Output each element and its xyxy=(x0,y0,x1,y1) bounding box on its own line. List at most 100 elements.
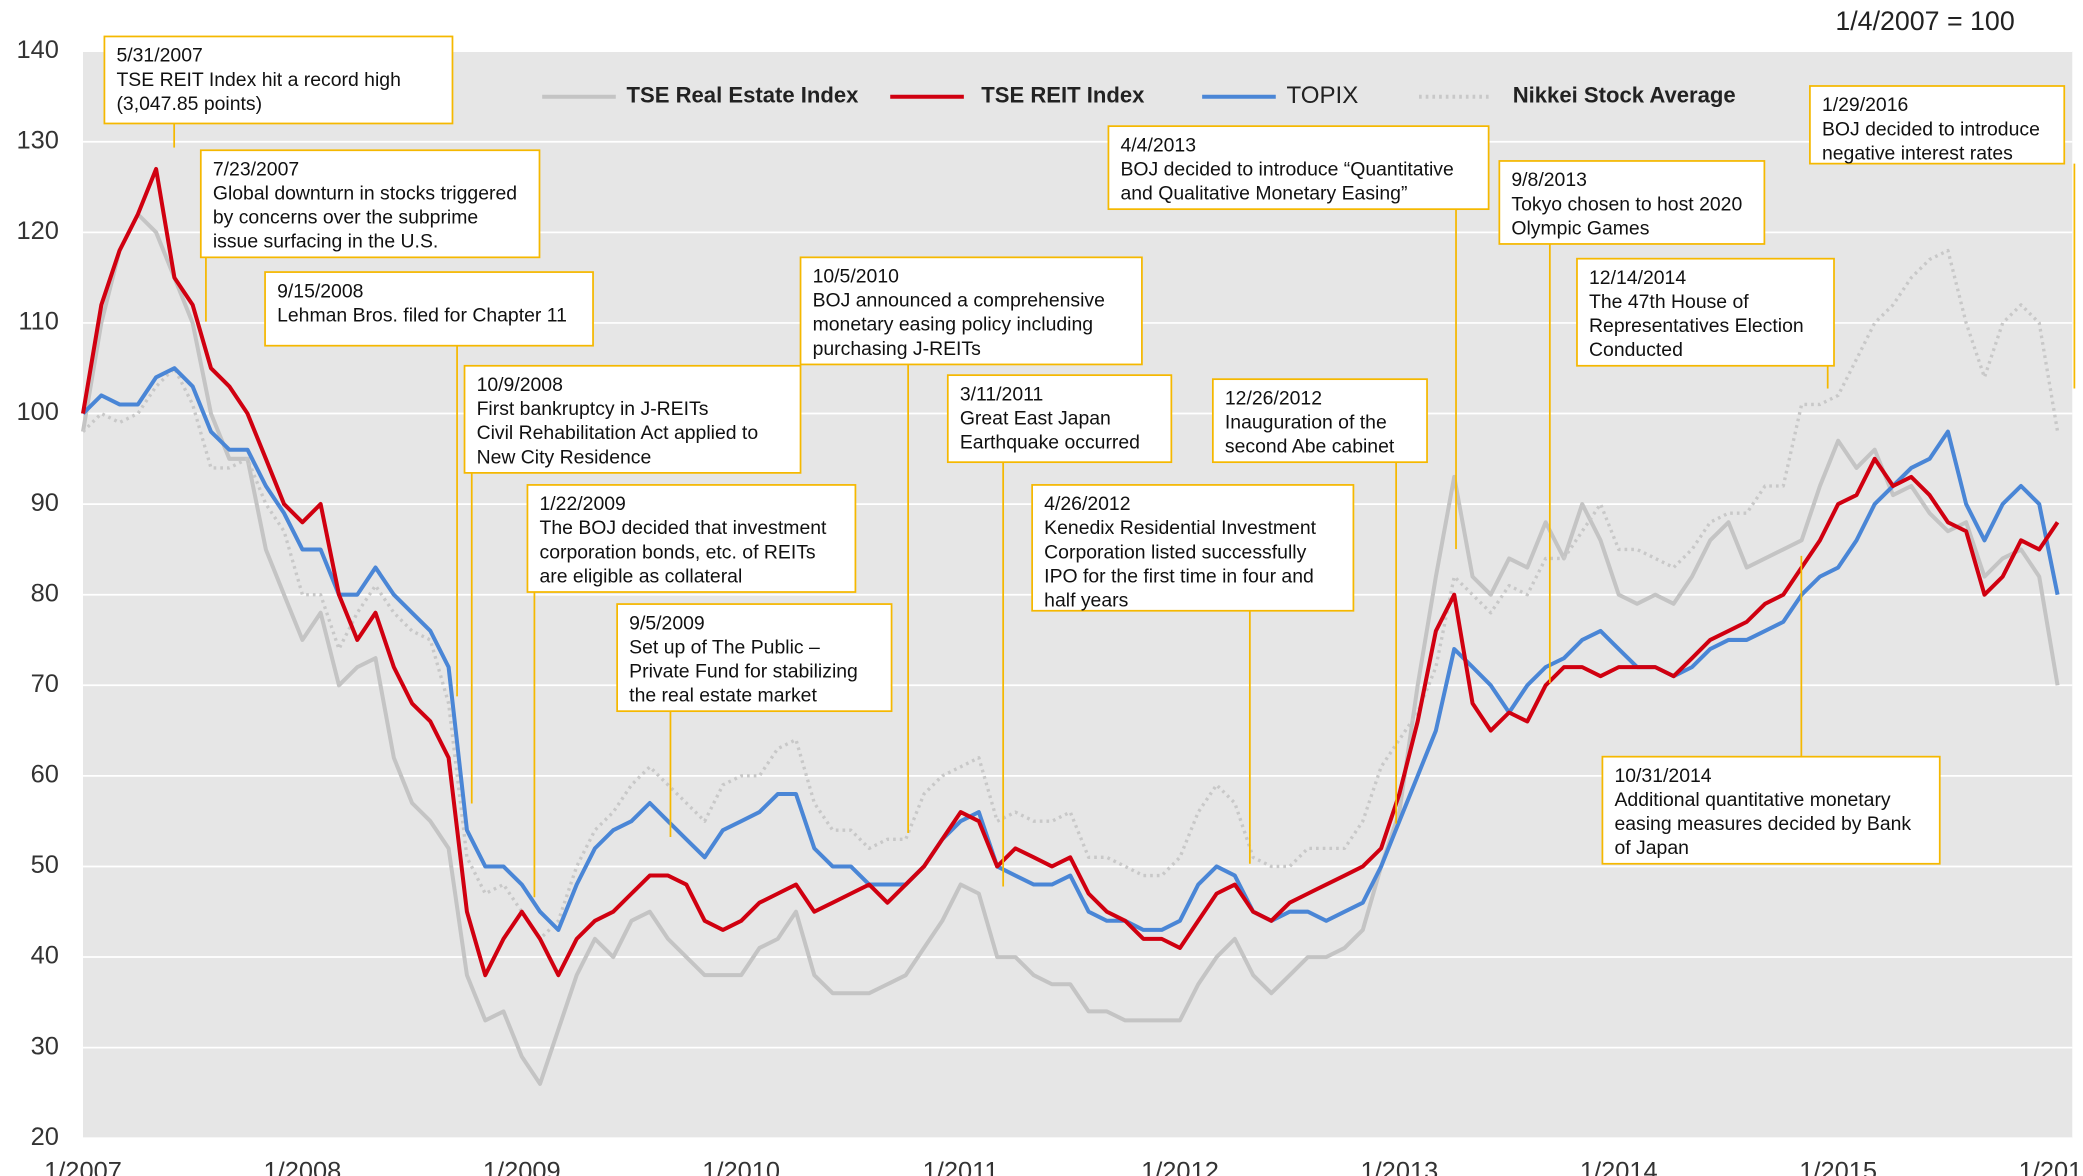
annotation-box xyxy=(1576,257,1835,367)
annotation-date: 7/23/2007 xyxy=(213,158,299,180)
annotation-date: 10/5/2010 xyxy=(813,266,900,288)
legend-label: Nikkei Stock Average xyxy=(1513,83,1736,108)
annotation-text: First bankruptcy in J-REITs xyxy=(477,398,709,420)
annotation-text: Corporation listed successfully xyxy=(1044,541,1306,563)
y-tick-label: 140 xyxy=(16,36,58,64)
annotation-text: Tokyo chosen to host 2020 xyxy=(1511,193,1742,215)
annotation-text: second Abe cabinet xyxy=(1225,436,1395,458)
annotation-text: Inauguration of the xyxy=(1225,411,1387,433)
x-tick-label: 1/2008 xyxy=(264,1158,342,1176)
legend-label: TSE Real Estate Index xyxy=(627,83,860,108)
annotation-date: 5/31/2007 xyxy=(116,45,202,67)
annotation-text: BOJ announced a comprehensive xyxy=(813,290,1105,312)
annotation-text: Global downturn in stocks triggered xyxy=(213,183,517,205)
annotation-box xyxy=(799,256,1143,366)
y-tick-label: 60 xyxy=(31,761,59,789)
annotation-box xyxy=(1031,484,1355,612)
annotation-text: Set up of The Public – xyxy=(629,636,820,658)
annotation-text: Additional quantitative monetary xyxy=(1614,789,1890,811)
annotation-text: of Japan xyxy=(1614,837,1688,859)
y-tick-label: 100 xyxy=(16,398,58,426)
annotation-text: Private Fund for stabilizing xyxy=(629,660,858,682)
annotation-date: 4/26/2012 xyxy=(1044,493,1130,515)
annotation-text: TSE REIT Index hit a record high xyxy=(116,69,400,91)
series-line xyxy=(81,366,2060,932)
annotation-text: Lehman Bros. filed for Chapter 11 xyxy=(277,304,567,326)
annotation-date: 4/4/2013 xyxy=(1120,134,1196,156)
annotation-text: easing measures decided by Bank xyxy=(1614,813,1911,835)
annotation-text: Great East Japan xyxy=(960,407,1111,429)
x-tick-label: 1/2016 xyxy=(2019,1158,2083,1176)
x-tick-label: 1/2011 xyxy=(923,1158,999,1176)
annotation-text: New City Residence xyxy=(477,446,652,468)
annotation-date: 9/8/2013 xyxy=(1511,169,1587,191)
annotation-text: (3,047.85 points) xyxy=(116,93,262,115)
y-tick-label: 110 xyxy=(18,308,59,336)
y-tick-label: 30 xyxy=(31,1032,59,1060)
annotation-text: BOJ decided to introduce xyxy=(1822,118,2040,140)
x-tick-label: 1/2014 xyxy=(1580,1158,1658,1176)
annotation-text: Civil Rehabilitation Act applied to xyxy=(477,422,759,444)
x-tick-label: 1/2015 xyxy=(1799,1158,1877,1176)
y-tick-label: 80 xyxy=(31,579,59,607)
annotation-text: issue surfacing in the U.S. xyxy=(213,231,438,253)
annotation-date: 10/9/2008 xyxy=(477,374,563,396)
annotation-text: Earthquake occurred xyxy=(960,432,1140,454)
annotation-text: purchasing J-REITs xyxy=(813,338,981,360)
annotation-box xyxy=(103,35,454,125)
y-tick-label: 120 xyxy=(16,217,58,245)
y-tick-label: 40 xyxy=(31,942,59,970)
annotation-date: 9/15/2008 xyxy=(277,280,363,302)
annotation-text: monetary easing policy including xyxy=(813,314,1093,336)
y-tick-label: 20 xyxy=(31,1123,59,1151)
annotation-text: Olympic Games xyxy=(1511,217,1649,239)
annotation-date: 3/11/2011 xyxy=(960,383,1043,405)
annotation-text: by concerns over the subprime xyxy=(213,207,478,229)
annotation-text: IPO for the first time in four and xyxy=(1044,565,1314,587)
annotation-text: The 47th House of xyxy=(1589,291,1749,313)
annotation-date: 9/5/2009 xyxy=(629,612,705,634)
x-tick-label: 1/2007 xyxy=(44,1158,122,1176)
annotation-box xyxy=(1809,85,2066,165)
series-line xyxy=(81,166,2060,978)
annotation-date: 12/26/2012 xyxy=(1225,387,1322,409)
annotation-text: negative interest rates xyxy=(1822,142,2013,164)
annotation-box xyxy=(1211,378,1428,464)
base-note: 1/4/2007 = 100 xyxy=(1835,6,2014,36)
annotation-text: Conducted xyxy=(1589,339,1683,361)
x-tick-label: 1/2012 xyxy=(1141,1158,1219,1176)
annotation-box xyxy=(616,603,893,713)
annotation-box xyxy=(1601,755,1941,865)
annotation-box xyxy=(946,374,1173,464)
annotation-text: Representatives Election xyxy=(1589,315,1804,337)
annotation-text: The BOJ decided that investment xyxy=(539,517,827,539)
annotation-date: 10/31/2014 xyxy=(1614,765,1711,787)
legend-label: TOPIX xyxy=(1286,82,1358,109)
x-tick-label: 1/2013 xyxy=(1360,1158,1438,1176)
series-line xyxy=(81,212,2060,1086)
annotation-text: corporation bonds, etc. of REITs xyxy=(539,541,815,563)
annotation-date: 1/29/2016 xyxy=(1822,94,1908,116)
annotation-date: 1/22/2009 xyxy=(539,493,625,515)
annotation-box xyxy=(199,149,541,259)
annotation-text: and Qualitative Monetary Easing” xyxy=(1120,183,1407,205)
annotation-text: are eligible as collateral xyxy=(539,565,742,587)
annotation-date: 12/14/2014 xyxy=(1589,267,1686,289)
y-tick-label: 70 xyxy=(31,670,59,698)
annotation-box xyxy=(1107,125,1490,211)
x-tick-label: 1/2009 xyxy=(483,1158,561,1176)
annotation-box xyxy=(526,484,857,593)
annotation-text: Kenedix Residential Investment xyxy=(1044,517,1316,539)
annotation-box xyxy=(1498,160,1766,245)
x-tick-label: 1/2010 xyxy=(702,1158,780,1176)
annotation-box xyxy=(463,364,802,474)
y-tick-label: 50 xyxy=(31,851,59,879)
annotation-box xyxy=(264,271,594,347)
annotation-text: the real estate market xyxy=(629,685,817,707)
annotation-text: half years xyxy=(1044,590,1128,612)
y-tick-label: 130 xyxy=(16,126,58,154)
legend-label: TSE REIT Index xyxy=(981,83,1145,108)
annotation-text: BOJ decided to introduce “Quantitative xyxy=(1120,158,1453,180)
